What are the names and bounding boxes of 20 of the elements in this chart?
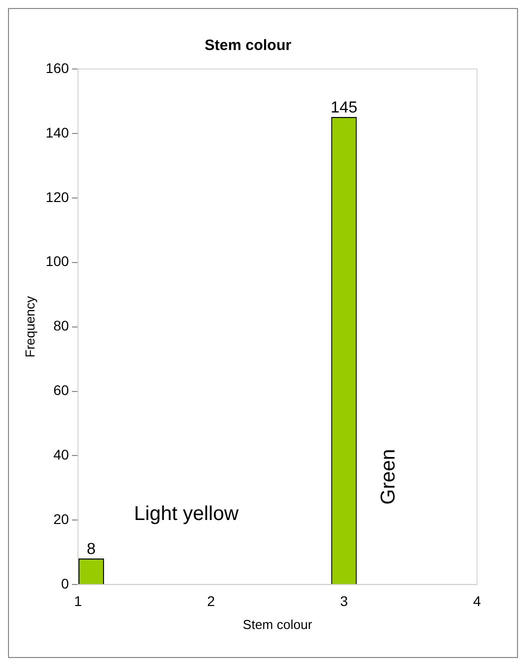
- y-tick-label: 100: [46, 253, 70, 270]
- y-tick-label: 140: [46, 124, 70, 140]
- data-label: 8: [86, 541, 96, 558]
- data-label: 145: [330, 100, 358, 117]
- x-tick-label: 2: [207, 592, 216, 609]
- chart-title: Stem colour: [204, 37, 292, 54]
- y-tick-label: 40: [53, 446, 70, 463]
- annotation: Green: [378, 449, 400, 505]
- y-tick-label: 160: [46, 60, 70, 76]
- x-tick-label: 3: [340, 592, 348, 609]
- x-tick-label: 4: [473, 592, 482, 609]
- y-tick-label: 60: [53, 382, 70, 398]
- y-tick-label: 120: [46, 188, 70, 205]
- y-tick-label: 20: [53, 511, 70, 528]
- y-tick-label: 0: [61, 575, 70, 592]
- annotation: Light yellow: [134, 503, 240, 526]
- x-tick-label: 1: [74, 592, 82, 609]
- y-axis-title: Frequency: [22, 296, 38, 358]
- x-axis-title: Stem colour: [242, 616, 313, 632]
- y-tick-label: 80: [53, 318, 70, 334]
